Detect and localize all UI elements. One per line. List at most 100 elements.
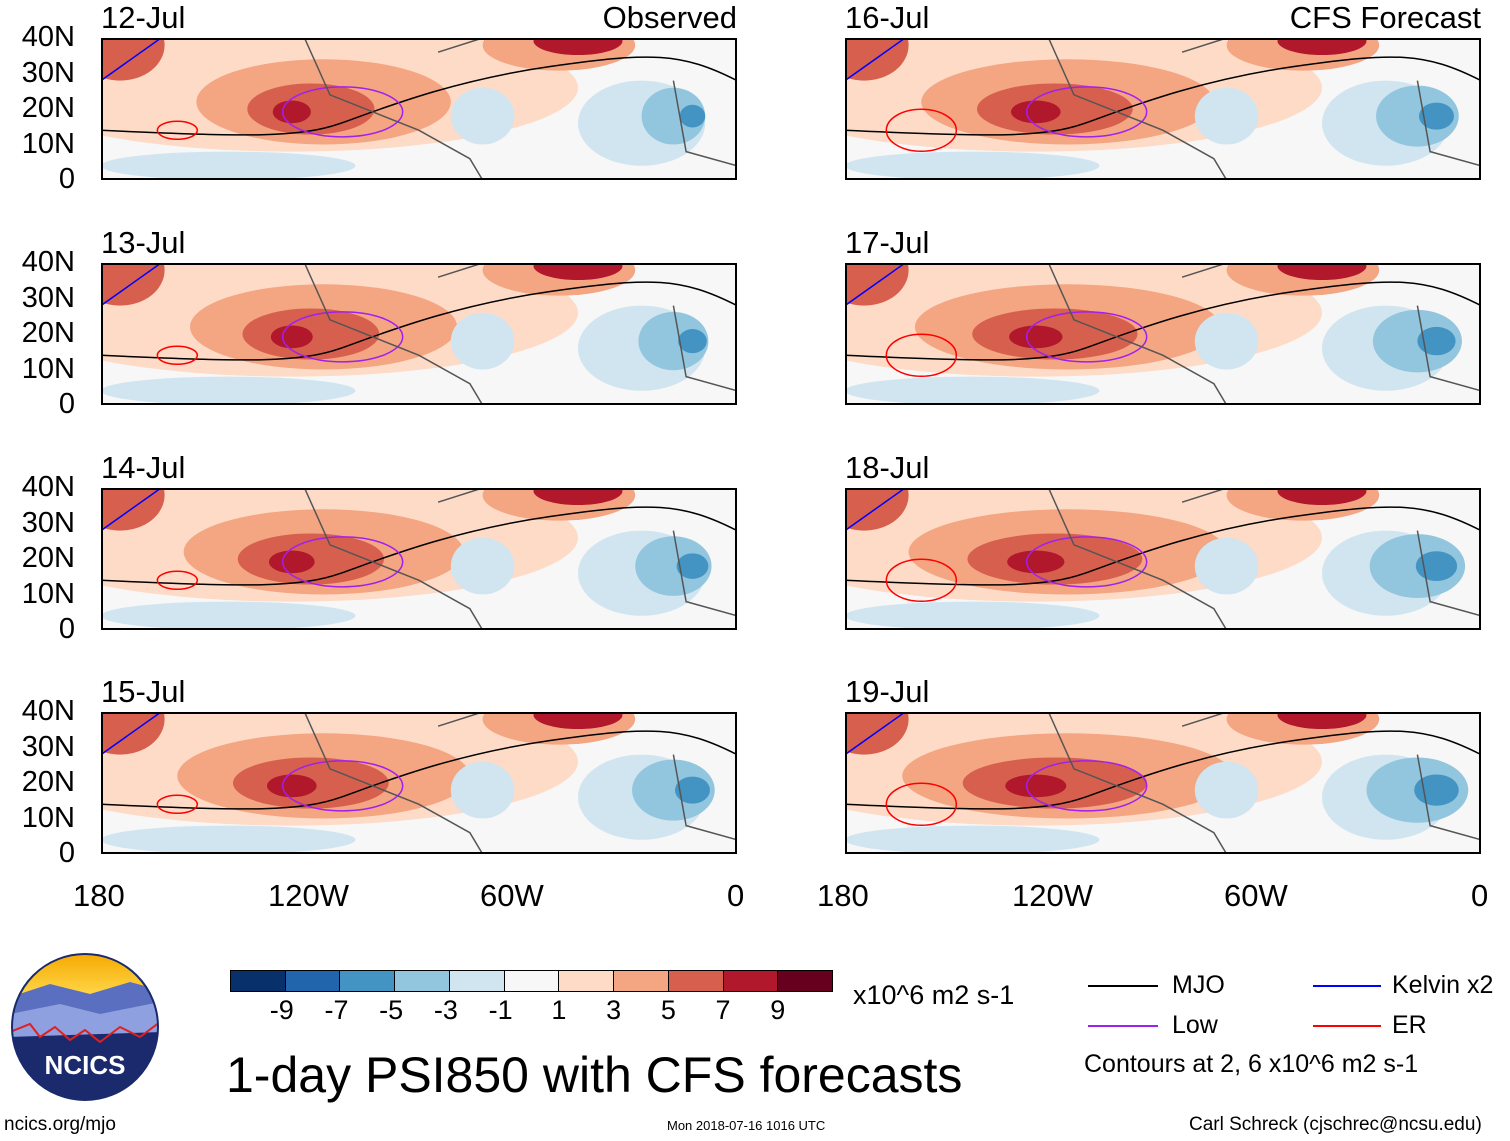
anomaly-negative bbox=[638, 311, 709, 371]
anomaly-negative bbox=[1372, 309, 1462, 373]
latitude-label: 20N bbox=[21, 766, 75, 798]
anomaly-negative bbox=[845, 151, 1100, 180]
anomaly-negative bbox=[845, 376, 1100, 405]
psi850-map bbox=[845, 712, 1481, 854]
panel-date: 15-Jul bbox=[101, 674, 186, 709]
colorbar-swatch bbox=[230, 970, 286, 992]
psi850-map bbox=[101, 38, 737, 180]
latitude-label: 20N bbox=[21, 92, 75, 124]
map-panel: 18-Jul bbox=[845, 450, 1481, 630]
map-panel: 19-Jul bbox=[845, 674, 1481, 854]
anomaly-negative bbox=[1194, 537, 1259, 595]
colorbar-tick-label: -3 bbox=[433, 995, 458, 1025]
coastline bbox=[1047, 263, 1481, 405]
svg-text:NCICS: NCICS bbox=[45, 1050, 126, 1080]
mjo-contour bbox=[101, 281, 737, 361]
latitude-label: 10N bbox=[21, 127, 75, 160]
er-contour bbox=[156, 120, 199, 141]
anomaly-negative bbox=[1194, 761, 1259, 819]
coastline bbox=[303, 38, 737, 180]
latitude-label: 30N bbox=[21, 281, 75, 314]
anomaly-negative bbox=[450, 87, 515, 145]
map-panel: 14-Jul 40N 30N 20N 10N 0 bbox=[22, 450, 737, 645]
anomaly-negative bbox=[678, 329, 707, 354]
anomaly-negative bbox=[845, 825, 1100, 854]
anomaly-negative bbox=[1418, 102, 1454, 130]
latitude-label: 40N bbox=[21, 471, 75, 503]
latitude-label: 0 bbox=[58, 837, 75, 869]
longitude-label: 60W bbox=[1224, 878, 1288, 913]
latitude-label: 20N bbox=[21, 317, 75, 349]
latitude-label: 0 bbox=[58, 613, 75, 645]
er-contour bbox=[156, 794, 199, 815]
panel-date: 17-Jul bbox=[845, 225, 930, 260]
anomaly-positive bbox=[1009, 325, 1063, 349]
footer-url[interactable]: ncics.org/mjo bbox=[4, 1114, 116, 1135]
colorbar-swatch bbox=[339, 970, 396, 992]
anomaly-negative bbox=[450, 312, 515, 370]
colorbar-units: x10^6 m2 s-1 bbox=[853, 980, 1015, 1010]
footer-credit: Carl Schreck (cjschrec@ncsu.edu) bbox=[1189, 1114, 1482, 1135]
kelvin-contour bbox=[101, 712, 162, 756]
anomaly-positive bbox=[1277, 263, 1367, 281]
er-contour bbox=[885, 558, 958, 603]
mjo-line-swatch bbox=[1088, 985, 1158, 987]
anomaly-negative bbox=[679, 104, 706, 128]
colorbar-tick-label: 9 bbox=[770, 995, 786, 1025]
anomaly-negative bbox=[101, 376, 356, 405]
colorbar-tick-label: -1 bbox=[488, 995, 513, 1025]
anomaly-positive bbox=[1277, 488, 1367, 506]
footer-timestamp: Mon 2018-07-16 1016 UTC bbox=[667, 1118, 826, 1133]
anomaly-negative bbox=[674, 776, 710, 804]
coastline bbox=[303, 712, 737, 854]
figure-title: 1-day PSI850 with CFS forecasts bbox=[226, 1047, 963, 1103]
anomaly-negative bbox=[635, 536, 712, 596]
mjo-contour bbox=[845, 281, 1481, 361]
anomaly-negative bbox=[1194, 87, 1259, 145]
anomaly-negative bbox=[450, 537, 515, 595]
latitude-label: 0 bbox=[58, 163, 75, 195]
legend-mjo: MJO bbox=[1172, 971, 1225, 999]
latitude-label: 0 bbox=[58, 388, 75, 420]
colorbar-tick-label: -7 bbox=[324, 995, 349, 1025]
kelvin-contour bbox=[845, 263, 906, 307]
anomaly-negative bbox=[641, 87, 706, 145]
latitude-label: 30N bbox=[21, 56, 75, 89]
colorbar-tick-label: 1 bbox=[551, 995, 567, 1025]
er-line-swatch bbox=[1313, 1025, 1381, 1027]
coastline bbox=[303, 263, 737, 405]
kelvin-contour bbox=[101, 488, 162, 532]
latitude-label: 40N bbox=[21, 695, 75, 727]
longitude-label: 60W bbox=[480, 878, 544, 913]
low-contour bbox=[1025, 86, 1148, 138]
low-contour bbox=[1025, 536, 1148, 588]
low-contour bbox=[1025, 311, 1148, 363]
kelvin-contour bbox=[845, 712, 906, 756]
colorbar-swatch bbox=[722, 970, 779, 992]
colorbar-tick-label: 5 bbox=[660, 995, 676, 1025]
coastline bbox=[1047, 712, 1481, 854]
latitude-label: 10N bbox=[21, 801, 75, 834]
low-contour bbox=[281, 86, 404, 138]
anomaly-positive bbox=[1010, 100, 1061, 124]
anomaly-positive bbox=[533, 712, 623, 730]
mjo-contour bbox=[845, 730, 1481, 810]
low-contour bbox=[281, 760, 404, 812]
low-line-swatch bbox=[1088, 1025, 1158, 1027]
coastline bbox=[303, 488, 737, 630]
anomaly-positive bbox=[268, 550, 315, 574]
longitude-label: 180 bbox=[817, 878, 869, 913]
anomaly-negative bbox=[1376, 85, 1459, 147]
panel-date: 14-Jul bbox=[101, 450, 186, 485]
anomaly-negative bbox=[1417, 326, 1456, 356]
mjo-contour bbox=[101, 730, 737, 810]
panel-date: 18-Jul bbox=[845, 450, 930, 485]
ncics-logo: NCICS bbox=[10, 952, 160, 1102]
er-contour bbox=[156, 570, 199, 591]
colorbar-swatch bbox=[613, 970, 669, 992]
anomaly-positive bbox=[247, 83, 375, 135]
longitude-label: 120W bbox=[268, 878, 349, 913]
psi850-map bbox=[101, 263, 737, 405]
mjo-contour bbox=[101, 56, 737, 136]
